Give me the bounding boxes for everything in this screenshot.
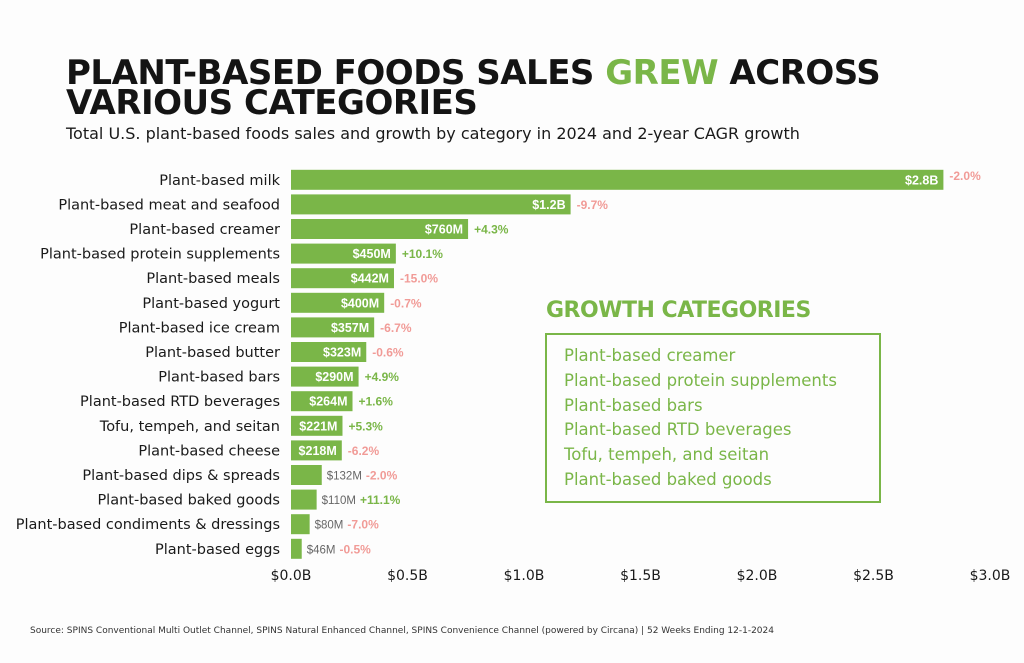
growth-label: -9.7% — [577, 198, 609, 212]
legend-box: Plant-based creamer Plant-based protein … — [545, 333, 881, 503]
bar — [291, 366, 359, 387]
value-label: $218M — [299, 444, 337, 458]
legend-item: Plant-based protein supplements — [564, 370, 837, 390]
title-part1: PLANT-BASED FOODS SALES — [66, 53, 606, 93]
x-tick-label: $2.0B — [737, 568, 778, 584]
value-label: $290M — [315, 370, 353, 384]
x-tick-label: $2.5B — [853, 568, 894, 584]
growth-label: +11.1% — [360, 493, 401, 507]
category-label: Plant-based bars — [158, 370, 280, 386]
growth-label: -2.0% — [366, 469, 398, 483]
title-highlight: GREW — [605, 53, 719, 93]
growth-label: -0.7% — [390, 296, 422, 310]
value-label: $1.2B — [532, 198, 565, 212]
legend-item: Tofu, tempeh, and seitan — [564, 445, 770, 465]
category-label: Plant-based creamer — [129, 222, 280, 238]
x-tick-label: $0.5B — [387, 568, 428, 584]
legend-item: Plant-based baked goods — [564, 469, 772, 489]
value-label: $357M — [331, 321, 369, 335]
value-label: $760M — [425, 223, 463, 237]
bar — [291, 465, 322, 485]
legend-item: Plant-based bars — [564, 395, 703, 415]
value-label: $110M — [322, 495, 356, 507]
category-label: Plant-based meals — [146, 271, 280, 287]
x-tick-label: $1.5B — [620, 568, 661, 584]
growth-label: +4.9% — [365, 370, 400, 384]
growth-label: -6.2% — [348, 444, 380, 458]
bar — [291, 169, 944, 190]
bar — [291, 514, 310, 535]
category-label: Plant-based condiments & dressings — [16, 517, 280, 533]
legend-item: Plant-based RTD beverages — [564, 420, 792, 440]
category-label: Tofu, tempeh, and seitan — [99, 419, 280, 435]
growth-label: +4.3% — [474, 223, 509, 237]
category-label: Plant-based meat and seafood — [58, 197, 280, 213]
category-label: Plant-based RTD beverages — [80, 394, 280, 410]
category-label: Plant-based protein supplements — [40, 247, 280, 263]
category-label: Plant-based milk — [159, 173, 280, 189]
bar — [291, 415, 343, 436]
growth-label: -15.0% — [400, 272, 438, 286]
growth-label: +5.3% — [348, 419, 383, 433]
title-part2: ACROSS VARIOUS CATEGORIES — [66, 53, 881, 123]
category-label: Plant-based eggs — [155, 542, 280, 558]
value-label: $132M — [327, 471, 362, 483]
value-label: $450M — [353, 247, 391, 261]
chart-title: PLANT-BASED FOODS SALES GREW ACROSS VARI… — [66, 56, 1024, 120]
value-label: $323M — [323, 346, 361, 360]
growth-label: -0.5% — [339, 542, 371, 556]
growth-label: -7.0% — [347, 518, 379, 532]
category-label: Plant-based baked goods — [97, 493, 280, 509]
bar — [291, 194, 571, 215]
category-label: Plant-based dips & spreads — [82, 468, 280, 484]
bar — [291, 440, 342, 461]
growth-label: +1.6% — [359, 395, 394, 409]
bar — [291, 317, 375, 338]
bar — [291, 538, 302, 559]
growth-label: -0.6% — [372, 346, 404, 360]
bar — [291, 292, 385, 313]
category-label: Plant-based cheese — [138, 443, 280, 459]
value-label: $221M — [299, 419, 337, 433]
value-label: $2.8B — [905, 173, 938, 187]
legend-item: Plant-based creamer — [564, 346, 736, 365]
growth-label: -6.7% — [380, 321, 412, 335]
category-label: Plant-based butter — [145, 345, 280, 361]
bar — [291, 243, 396, 264]
x-tick-label: $0.0B — [271, 568, 312, 584]
legend-title: GROWTH CATEGORIES — [546, 298, 811, 323]
category-label: Plant-based yogurt — [142, 296, 280, 312]
bar — [291, 391, 353, 412]
chart-subtitle: Total U.S. plant-based foods sales and g… — [66, 124, 800, 143]
category-label: Plant-based ice cream — [119, 320, 280, 336]
value-label: $264M — [309, 395, 347, 409]
value-label: $400M — [341, 296, 379, 310]
source-note: Source: SPINS Conventional Multi Outlet … — [30, 626, 774, 636]
x-tick-label: $1.0B — [504, 568, 545, 584]
bar — [291, 489, 317, 510]
value-label: $46M — [307, 544, 336, 556]
growth-label: -2.0% — [949, 169, 981, 183]
bar — [291, 342, 367, 362]
value-label: $442M — [351, 272, 389, 286]
value-label: $80M — [315, 520, 344, 532]
x-tick-label: $3.0B — [970, 568, 1011, 584]
growth-label: +10.1% — [402, 247, 443, 261]
bar — [291, 219, 469, 239]
bar — [291, 268, 394, 289]
